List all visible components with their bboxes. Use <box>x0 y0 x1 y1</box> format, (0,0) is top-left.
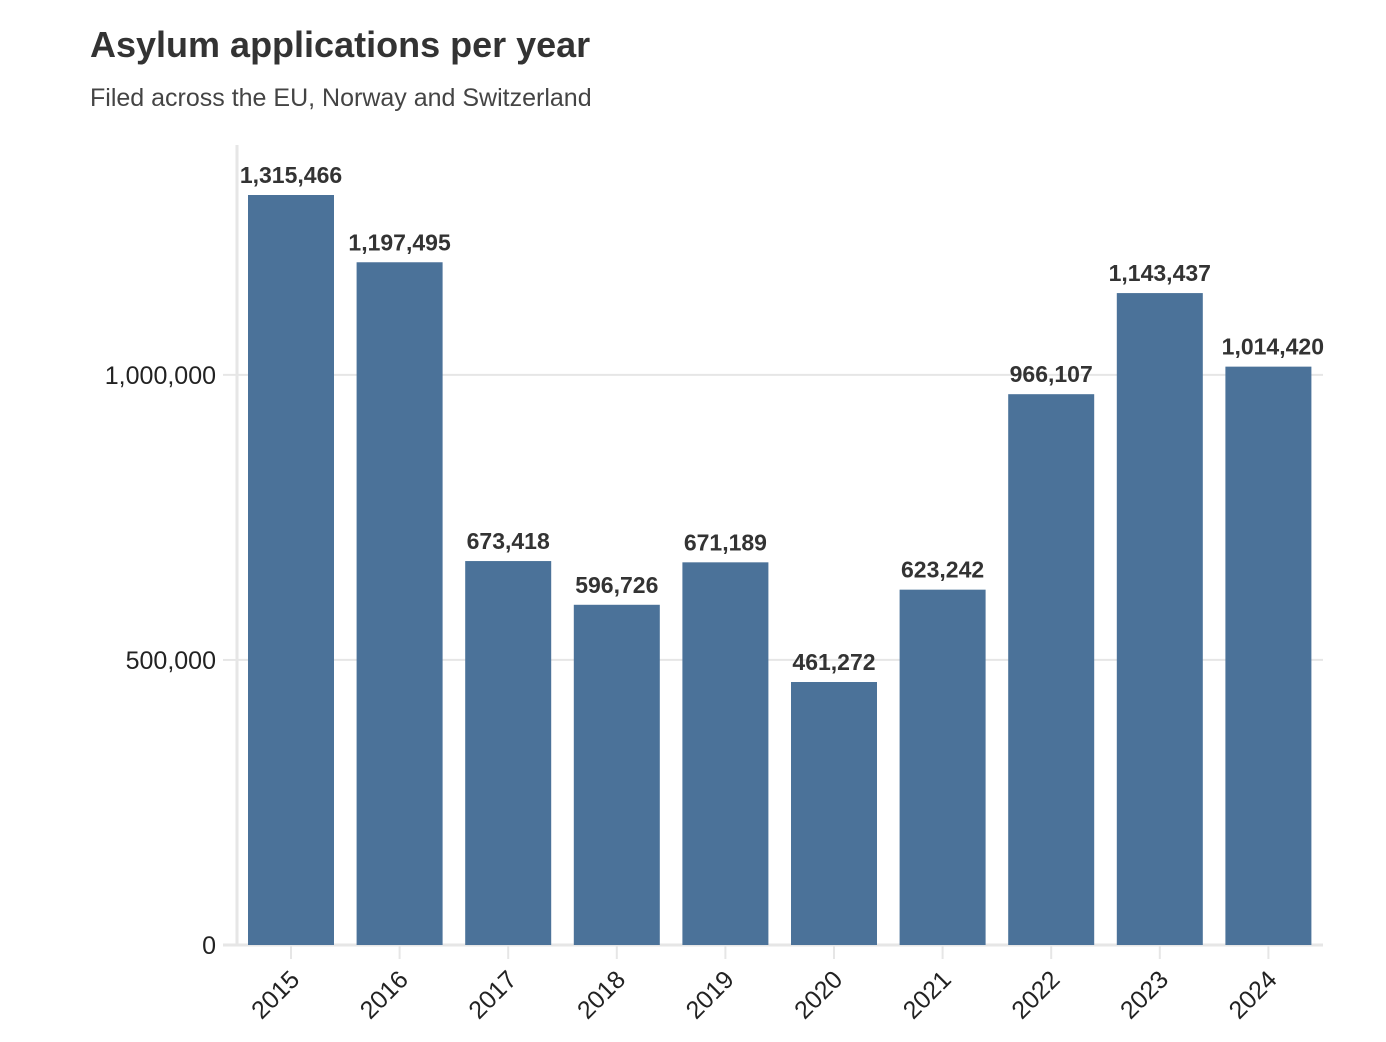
data-label: 1,014,420 <box>1222 334 1324 360</box>
bars <box>248 195 1312 945</box>
data-labels: 1,315,466 1,197,495 673,418 596,726 671,189 4… <box>240 162 1324 675</box>
bar-2023 <box>1116 293 1203 945</box>
y-tick-label: 1,000,000 <box>105 362 216 390</box>
y-tick-label: 500,000 <box>126 647 216 675</box>
x-tick-label: 2017 <box>463 965 522 1024</box>
data-label: 671,189 <box>684 529 767 555</box>
data-label: 1,197,495 <box>348 229 451 255</box>
bar-2024 <box>1225 366 1312 945</box>
bar-2021 <box>899 589 986 945</box>
bar-2017 <box>465 561 552 945</box>
bar-2020 <box>791 682 877 945</box>
bar-2019 <box>682 562 769 945</box>
x-tick-label: 2019 <box>681 965 740 1024</box>
bar-2018 <box>573 604 660 945</box>
data-label: 461,272 <box>792 649 875 675</box>
data-label: 1,315,466 <box>240 162 342 188</box>
bar-2022 <box>1008 394 1095 945</box>
chart-subtitle: Filed across the EU, Norway and Switzerl… <box>90 84 592 112</box>
x-tick-label: 2020 <box>789 965 848 1024</box>
data-label: 596,726 <box>575 572 658 598</box>
chart-title: Asylum applications per year <box>90 24 591 65</box>
data-label: 673,418 <box>467 528 550 554</box>
bar-2015 <box>248 195 334 945</box>
x-tick-label: 2015 <box>246 965 305 1024</box>
x-tick-label: 2024 <box>1224 965 1283 1024</box>
data-label: 966,107 <box>1010 361 1093 387</box>
x-tick-label: 2018 <box>572 965 631 1024</box>
data-label: 623,242 <box>901 557 984 583</box>
y-axis-ticks: 0 500,000 1,000,000 <box>105 362 237 960</box>
x-axis-ticks: 2015 2016 2017 2018 2019 2020 2021 2022 2023 2024 <box>246 945 1283 1025</box>
x-tick-label: 2021 <box>898 965 957 1024</box>
x-tick-label: 2023 <box>1115 965 1174 1024</box>
x-tick-label: 2022 <box>1006 965 1065 1024</box>
bar-2016 <box>356 262 443 945</box>
x-tick-label: 2016 <box>355 965 414 1024</box>
data-label: 1,143,437 <box>1109 260 1211 286</box>
y-tick-label: 0 <box>202 932 216 960</box>
